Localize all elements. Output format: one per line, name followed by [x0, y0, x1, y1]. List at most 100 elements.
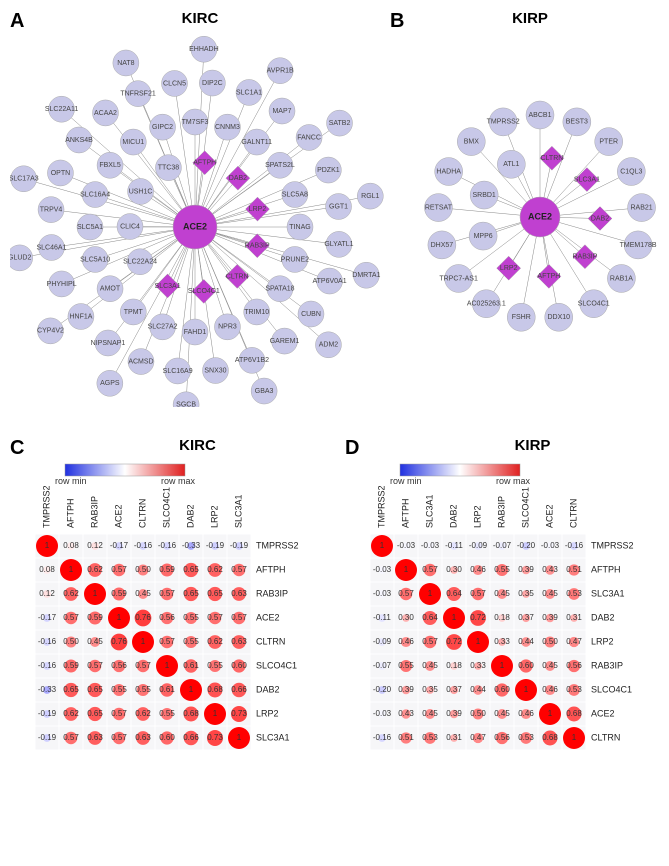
hm-value: 0.56 — [566, 661, 582, 670]
gene-label: SLC5A1 — [77, 224, 103, 231]
hm-value: 1 — [45, 541, 50, 550]
hm-value: 0.57 — [159, 589, 175, 598]
hub-label: ACE2 — [183, 221, 207, 231]
col-label: DAB2 — [448, 504, 458, 528]
col-label: AFTPH — [65, 498, 75, 528]
hm-value: 0.46 — [542, 685, 558, 694]
gene-label: USH1C — [129, 188, 153, 195]
hm-value: 0.72 — [470, 613, 486, 622]
hm-value: 0.33 — [494, 637, 510, 646]
hm-value: 0.12 — [39, 589, 55, 598]
hm-value: 0.62 — [63, 589, 79, 598]
colorbar-min: row min — [390, 476, 422, 486]
row-label: LRP2 — [256, 708, 279, 718]
gene-label: GIPC2 — [152, 124, 173, 131]
hm-value: 0.60 — [494, 685, 510, 694]
hm-value: 0.31 — [446, 733, 462, 742]
hm-value: 0.73 — [231, 709, 247, 718]
row-label: SLCO4C1 — [256, 660, 297, 670]
hm-value: 0.53 — [566, 685, 582, 694]
hm-value: 1 — [572, 733, 577, 742]
hm-value: -0.11 — [445, 541, 463, 550]
gene-label: CLTRN — [226, 273, 249, 280]
gene-label: SLC1A1 — [236, 89, 262, 96]
gene-label: LRP2 — [500, 265, 518, 272]
gene-label: SRBD1 — [472, 192, 495, 199]
hm-value: 0.18 — [446, 661, 462, 670]
gene-label: SLC17A3 — [10, 176, 39, 183]
gene-label: OPTN — [51, 170, 70, 177]
row-label: DAB2 — [256, 684, 280, 694]
hm-value: 1 — [548, 709, 553, 718]
hm-value: -0.17 — [38, 613, 57, 622]
gene-label: CYP4V2 — [37, 328, 64, 335]
gene-label: TM7SF3 — [182, 119, 209, 126]
gene-label: SLC3A1 — [155, 283, 181, 290]
hm-value: 0.46 — [470, 565, 486, 574]
gene-label: PHYHIPL — [47, 281, 77, 288]
hm-value: 1 — [141, 637, 146, 646]
gene-label: C1QL3 — [620, 168, 642, 175]
gene-label: ATP6V0A1 — [312, 278, 346, 285]
gene-label: AMOT — [100, 286, 121, 293]
hm-value: 0.59 — [159, 565, 175, 574]
gene-label: SGCB — [176, 402, 196, 407]
gene-label: FAHD1 — [184, 329, 207, 336]
hm-value: 0.73 — [207, 733, 223, 742]
hm-value: 0.51 — [566, 565, 582, 574]
gene-label: TPMT — [124, 309, 144, 316]
gene-label: LRP2 — [249, 206, 267, 213]
gene-label: SLC27A2 — [148, 324, 178, 331]
hm-value: -0.33 — [182, 541, 201, 550]
hm-value: 0.45 — [494, 709, 510, 718]
hm-value: 0.53 — [422, 733, 438, 742]
hm-value: -0.16 — [373, 733, 392, 742]
hm-value: 0.76 — [135, 613, 151, 622]
hm-value: -0.16 — [565, 541, 584, 550]
hm-value: 0.57 — [135, 661, 151, 670]
hm-value: 0.45 — [422, 661, 438, 670]
hm-value: 1 — [69, 565, 74, 574]
gene-label: CLCN5 — [163, 80, 186, 87]
row-label: SLC3A1 — [256, 732, 290, 742]
hm-value: 0.57 — [231, 565, 247, 574]
network-kirp: CLTRNSLC3A1DAB2RAB3IPAFTPHLRP2MPP6SRBD1A… — [390, 27, 669, 407]
col-label: RAB3IP — [89, 496, 99, 528]
hm-value: 0.66 — [231, 685, 247, 694]
gene-label: MICU1 — [122, 139, 144, 146]
gene-label: PDZK1 — [317, 167, 340, 174]
gene-label: TMEM178B — [620, 242, 657, 249]
heatmap-kirp: row minrow maxTMPRSS2AFTPHSLC3A1DAB2LRP2… — [345, 454, 669, 834]
hm-value: -0.03 — [373, 589, 392, 598]
gene-label: BEST3 — [566, 119, 588, 126]
gene-label: PRUNE2 — [281, 256, 310, 263]
gene-label: BMX — [464, 138, 480, 145]
gene-label: GBA3 — [255, 388, 274, 395]
colorbar-max: row max — [161, 476, 196, 486]
hm-value: 0.57 — [398, 589, 414, 598]
hm-value: -0.03 — [541, 541, 560, 550]
gene-label: FANCC — [297, 134, 321, 141]
hm-value: 0.55 — [398, 661, 414, 670]
hm-value: 0.65 — [87, 685, 103, 694]
hm-value: 0.72 — [446, 637, 462, 646]
gene-label: SPATA18 — [265, 286, 294, 293]
colorbar-min: row min — [55, 476, 87, 486]
hm-value: 0.59 — [111, 589, 127, 598]
row-label: LRP2 — [591, 636, 614, 646]
hm-value: 0.56 — [159, 613, 175, 622]
gene-label: ATP6V1B2 — [235, 357, 269, 364]
hm-value: 0.33 — [470, 661, 486, 670]
hm-value: 0.50 — [63, 637, 79, 646]
gene-label: CLIC4 — [120, 223, 140, 230]
hm-value: -0.09 — [373, 637, 392, 646]
gene-label: AFTPH — [537, 273, 560, 280]
panel-label-b: B — [390, 10, 404, 33]
col-label: CLTRN — [137, 499, 147, 528]
row-label: TMPRSS2 — [591, 540, 634, 550]
gene-label: DAB2 — [229, 175, 247, 182]
gene-label: RGL1 — [361, 193, 379, 200]
gene-label: MAP7 — [272, 108, 291, 115]
hm-value: 0.50 — [135, 565, 151, 574]
col-label: TMPRSS2 — [41, 485, 51, 528]
